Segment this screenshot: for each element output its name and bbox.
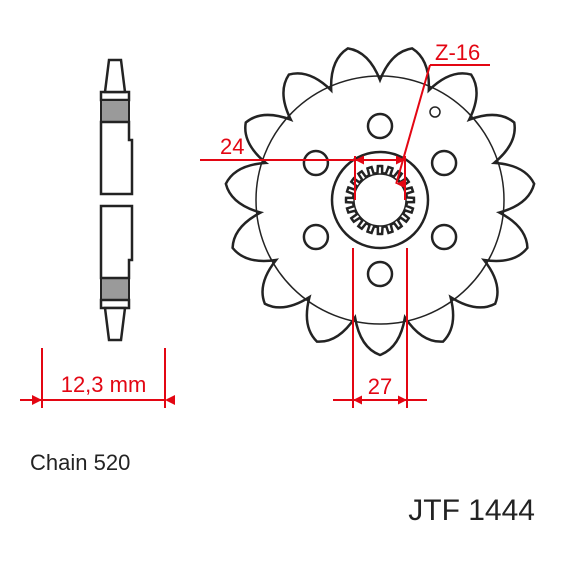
dim-width-label: 12,3 mm — [61, 372, 147, 397]
dim-bore-label: 24 — [220, 134, 244, 159]
dim-spline-label: Z-16 — [435, 40, 480, 65]
diagram-svg: 12,3 mm 24 27 Z-16 JTF 1444 Chain 520 — [0, 0, 561, 561]
front-view — [226, 48, 534, 355]
diagram-canvas: 12,3 mm 24 27 Z-16 JTF 1444 Chain 520 — [0, 0, 561, 561]
dim-bolt-circle-label: 27 — [368, 374, 392, 399]
part-number-label: JTF 1444 — [408, 494, 535, 527]
chain-spec-label: Chain 520 — [30, 450, 130, 475]
side-view — [101, 60, 132, 340]
